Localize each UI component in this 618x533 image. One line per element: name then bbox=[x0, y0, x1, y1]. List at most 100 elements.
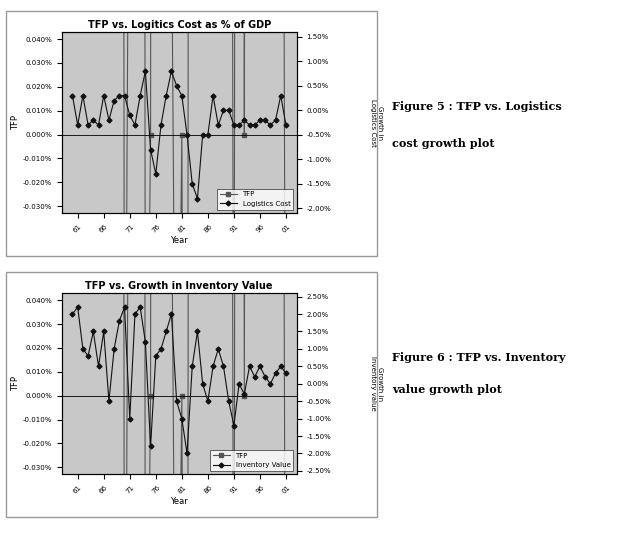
Logistics Cost bbox=[277, 92, 284, 99]
X-axis label: Year: Year bbox=[171, 497, 188, 506]
Inventory Value bbox=[79, 346, 87, 352]
Inventory Value bbox=[131, 311, 138, 317]
Inventory Value bbox=[220, 363, 227, 369]
Inventory Value bbox=[126, 415, 133, 422]
Inventory Value bbox=[167, 311, 175, 317]
Logistics Cost bbox=[90, 117, 97, 123]
Inventory Value bbox=[90, 328, 97, 335]
Logistics Cost bbox=[163, 92, 170, 99]
Inventory Value bbox=[142, 339, 149, 345]
Line: Logistics Cost: Logistics Cost bbox=[70, 69, 288, 200]
Logistics Cost bbox=[214, 122, 222, 128]
Logistics Cost bbox=[79, 92, 87, 99]
Logistics Cost bbox=[240, 117, 248, 123]
Logistics Cost bbox=[85, 122, 92, 128]
Inventory Value bbox=[178, 415, 185, 422]
Logistics Cost bbox=[173, 83, 180, 89]
Y-axis label: TFP: TFP bbox=[11, 115, 20, 130]
Logistics Cost bbox=[225, 107, 232, 114]
Logistics Cost bbox=[121, 92, 129, 99]
Text: Figure 5 : TFP vs. Logistics: Figure 5 : TFP vs. Logistics bbox=[392, 101, 562, 112]
Inventory Value bbox=[210, 363, 217, 369]
Inventory Value bbox=[85, 353, 92, 359]
Line: Inventory Value: Inventory Value bbox=[70, 305, 288, 455]
Y-axis label: TFP: TFP bbox=[11, 376, 20, 391]
Inventory Value bbox=[225, 398, 232, 405]
TFP bbox=[147, 131, 154, 138]
Inventory Value bbox=[69, 311, 76, 317]
Text: cost growth plot: cost growth plot bbox=[392, 139, 495, 149]
Logistics Cost bbox=[111, 98, 118, 104]
Logistics Cost bbox=[272, 117, 279, 123]
Inventory Value bbox=[214, 346, 222, 352]
Text: Figure 6 : TFP vs. Inventory: Figure 6 : TFP vs. Inventory bbox=[392, 352, 566, 362]
Inventory Value bbox=[204, 398, 211, 405]
Logistics Cost bbox=[95, 122, 102, 128]
Inventory Value bbox=[251, 374, 258, 380]
Line: TFP: TFP bbox=[70, 0, 288, 533]
Logistics Cost bbox=[142, 68, 149, 75]
Logistics Cost bbox=[131, 122, 138, 128]
Logistics Cost bbox=[188, 181, 196, 187]
Inventory Value bbox=[152, 353, 159, 359]
Logistics Cost bbox=[251, 122, 258, 128]
Inventory Value bbox=[272, 370, 279, 376]
Inventory Value bbox=[95, 363, 102, 369]
Inventory Value bbox=[111, 346, 118, 352]
Logistics Cost bbox=[126, 112, 133, 118]
Logistics Cost bbox=[220, 107, 227, 114]
Logistics Cost bbox=[167, 68, 175, 75]
Inventory Value bbox=[163, 328, 170, 335]
Inventory Value bbox=[199, 381, 206, 387]
Inventory Value bbox=[116, 318, 123, 324]
X-axis label: Year: Year bbox=[171, 236, 188, 245]
Inventory Value bbox=[246, 363, 253, 369]
Inventory Value bbox=[137, 304, 144, 310]
Inventory Value bbox=[173, 398, 180, 405]
Logistics Cost bbox=[147, 147, 154, 153]
Logistics Cost bbox=[158, 122, 165, 128]
Inventory Value bbox=[184, 450, 191, 457]
Text: value growth plot: value growth plot bbox=[392, 384, 502, 394]
Legend: TFP, Inventory Value: TFP, Inventory Value bbox=[210, 450, 293, 471]
Logistics Cost bbox=[246, 122, 253, 128]
TFP bbox=[178, 131, 185, 138]
Inventory Value bbox=[261, 374, 269, 380]
Inventory Value bbox=[256, 363, 264, 369]
Logistics Cost bbox=[256, 117, 264, 123]
Logistics Cost bbox=[235, 122, 243, 128]
Logistics Cost bbox=[204, 132, 211, 138]
Logistics Cost bbox=[199, 132, 206, 138]
Title: TFP vs. Growth in Inventory Value: TFP vs. Growth in Inventory Value bbox=[85, 281, 273, 291]
Inventory Value bbox=[282, 370, 290, 376]
Inventory Value bbox=[230, 422, 237, 429]
Inventory Value bbox=[121, 304, 129, 310]
TFP bbox=[167, 154, 175, 160]
Logistics Cost bbox=[178, 92, 185, 99]
Inventory Value bbox=[158, 346, 165, 352]
Inventory Value bbox=[105, 398, 112, 405]
Legend: TFP, Logistics Cost: TFP, Logistics Cost bbox=[217, 189, 293, 209]
Logistics Cost bbox=[230, 122, 237, 128]
Line: TFP: TFP bbox=[70, 0, 288, 533]
Inventory Value bbox=[240, 391, 248, 398]
Y-axis label: Growth in
Logistics Cost: Growth in Logistics Cost bbox=[370, 99, 383, 147]
TFP bbox=[240, 131, 248, 138]
TFP bbox=[147, 392, 154, 399]
Logistics Cost bbox=[193, 195, 201, 201]
Logistics Cost bbox=[282, 122, 290, 128]
Inventory Value bbox=[277, 363, 284, 369]
Logistics Cost bbox=[137, 92, 144, 99]
Inventory Value bbox=[193, 328, 201, 335]
Logistics Cost bbox=[184, 132, 191, 138]
Inventory Value bbox=[147, 443, 154, 450]
Logistics Cost bbox=[210, 92, 217, 99]
Logistics Cost bbox=[105, 117, 112, 123]
Logistics Cost bbox=[266, 122, 274, 128]
Logistics Cost bbox=[152, 171, 159, 177]
Inventory Value bbox=[235, 381, 243, 387]
Logistics Cost bbox=[74, 122, 82, 128]
Logistics Cost bbox=[100, 92, 108, 99]
Inventory Value bbox=[188, 363, 196, 369]
Inventory Value bbox=[266, 381, 274, 387]
